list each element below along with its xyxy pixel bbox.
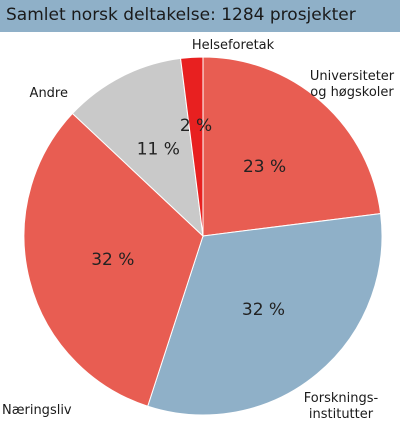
pie-slice-1 xyxy=(202,56,382,237)
slice-category-label-5: Helseforetak xyxy=(192,38,275,53)
pie-slice-2 xyxy=(147,213,383,416)
slice-value-label-1: 23 % xyxy=(243,157,286,177)
chart-title-bar: Samlet norsk deltakelse: 1284 prosjekter xyxy=(0,0,400,32)
slice-category-label-3: Næringsliv xyxy=(2,403,72,418)
slice-category-label-4: Andre xyxy=(30,86,68,101)
pie-slice-5 xyxy=(180,56,204,237)
chart-title: Samlet norsk deltakelse: 1284 prosjekter xyxy=(6,5,356,25)
slice-value-label-3: 32 % xyxy=(91,250,134,270)
slice-category-label-1: Universiteter og høgskoler xyxy=(310,69,395,100)
pie-slice-3 xyxy=(23,112,204,407)
slice-value-label-2: 32 % xyxy=(242,300,285,320)
slice-value-label-5: 2 % xyxy=(180,116,212,136)
slice-category-label-2: Forsknings-institutter xyxy=(304,391,379,422)
pie-slice-4 xyxy=(71,57,204,238)
slice-value-label-4: 11 % xyxy=(137,139,180,159)
